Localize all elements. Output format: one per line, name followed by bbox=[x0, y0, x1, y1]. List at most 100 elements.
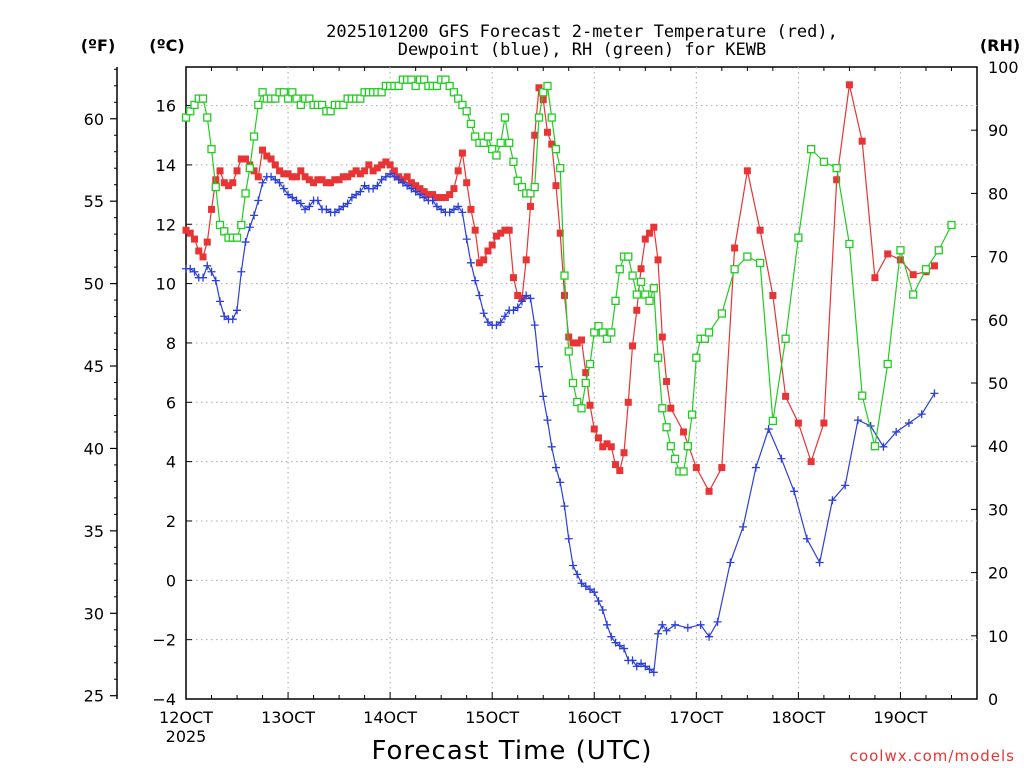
celsius-tick-label: 8 bbox=[166, 334, 176, 353]
rh-point bbox=[505, 138, 514, 147]
temperature-point bbox=[390, 167, 398, 175]
temperature-point bbox=[930, 262, 938, 270]
x-tick-label: 12OCT bbox=[159, 708, 213, 727]
temperature-point bbox=[743, 167, 751, 175]
dewpoint-point bbox=[802, 534, 811, 543]
temperature-point bbox=[318, 176, 326, 184]
credit-label[interactable]: coolwx.com/models bbox=[850, 747, 1015, 765]
dewpoint-point bbox=[637, 659, 646, 668]
rh-point bbox=[628, 271, 637, 280]
rh-point bbox=[858, 391, 867, 400]
rh-point bbox=[190, 100, 199, 110]
temperature-point bbox=[522, 256, 530, 264]
rh-point bbox=[755, 258, 765, 268]
dewpoint-point bbox=[645, 665, 654, 674]
rh-point bbox=[819, 157, 829, 166]
rh-point bbox=[547, 113, 556, 122]
rh-point bbox=[692, 353, 701, 362]
dewpoint-point bbox=[377, 175, 386, 184]
temperature-point bbox=[216, 167, 224, 175]
temperature-point bbox=[769, 291, 777, 299]
temperature-point bbox=[539, 96, 547, 104]
dewpoint-point bbox=[815, 558, 824, 567]
temperature-point bbox=[310, 179, 318, 187]
temperature-point bbox=[463, 179, 471, 187]
temperature-point bbox=[467, 205, 475, 213]
rh-point bbox=[479, 138, 488, 147]
rh-point bbox=[543, 81, 552, 91]
rh-point bbox=[636, 277, 646, 287]
celsius-tick-label: 2 bbox=[166, 512, 176, 531]
rh-point bbox=[432, 81, 442, 91]
dewpoint-point bbox=[313, 196, 322, 205]
temperature-point bbox=[526, 202, 534, 210]
rh-point bbox=[598, 328, 607, 337]
temperature-point bbox=[552, 182, 560, 190]
rh-point bbox=[356, 94, 365, 103]
dewpoint-point bbox=[534, 362, 543, 371]
dewpoint-point bbox=[386, 169, 395, 178]
temperature-point bbox=[352, 167, 360, 175]
rh-point bbox=[832, 163, 841, 173]
rh-point bbox=[615, 265, 624, 274]
rh-tick-label: 40 bbox=[988, 437, 1008, 456]
celsius-tick-label: 16 bbox=[156, 97, 176, 116]
dewpoint-point bbox=[611, 638, 620, 647]
temperature-point bbox=[242, 155, 250, 163]
temperature-point bbox=[293, 173, 301, 181]
rh-point bbox=[483, 132, 493, 141]
dewpoint-point bbox=[415, 190, 424, 199]
x-tick-label: 15OCT bbox=[465, 708, 519, 727]
temperature-point bbox=[590, 425, 598, 433]
dewpoint-point bbox=[216, 297, 225, 306]
celsius-unit-label: (ºC) bbox=[149, 36, 184, 55]
rh-point bbox=[492, 151, 501, 160]
rh-point bbox=[590, 328, 599, 337]
rh-point bbox=[666, 442, 675, 451]
rh-point bbox=[198, 94, 208, 103]
rh-point bbox=[743, 252, 752, 261]
temperature-point bbox=[573, 339, 581, 347]
x-axis-title: Forecast Time (UTC) bbox=[371, 736, 652, 766]
temperature-point bbox=[212, 176, 220, 184]
rh-point bbox=[602, 334, 612, 343]
dewpoint-point bbox=[454, 202, 463, 211]
temperature-point bbox=[501, 226, 509, 234]
temperature-point bbox=[446, 191, 454, 199]
dewpoint-point bbox=[199, 273, 208, 282]
temperature-point bbox=[637, 265, 645, 273]
rh-point bbox=[249, 132, 259, 141]
dewpoint-point bbox=[539, 392, 548, 401]
rh-point bbox=[539, 88, 548, 97]
dewpoint-point bbox=[403, 181, 412, 190]
dewpoint-point bbox=[390, 172, 399, 181]
temperature-point bbox=[718, 464, 726, 472]
temperature-point bbox=[556, 229, 564, 237]
fahrenheit-tick-label: 25 bbox=[84, 687, 104, 706]
fahrenheit-tick-label: 60 bbox=[84, 110, 104, 129]
dewpoint-point bbox=[369, 184, 378, 193]
dewpoint-point bbox=[662, 626, 671, 635]
rh-point bbox=[220, 227, 229, 236]
temperature-point bbox=[403, 173, 411, 181]
chart-title-line2: Dewpoint (blue), RH (green) for KEWB bbox=[398, 40, 766, 60]
rh-tick-label: 20 bbox=[988, 564, 1008, 583]
dewpoint-point bbox=[245, 223, 254, 232]
temperature-point bbox=[356, 170, 364, 178]
dewpoint-point bbox=[853, 416, 862, 425]
rh-point bbox=[556, 163, 565, 173]
dewpoint-point bbox=[522, 291, 531, 300]
temperature-point bbox=[344, 173, 352, 181]
fahrenheit-tick-label: 45 bbox=[84, 357, 104, 376]
dewpoint-point bbox=[275, 178, 284, 187]
temperature-point bbox=[794, 419, 802, 427]
dewpoint-point bbox=[428, 196, 437, 205]
temperature-point bbox=[654, 256, 662, 264]
fahrenheit-axis: 25 30 35 40 45 50 55 60 bbox=[84, 67, 118, 706]
rh-tick-label: 50 bbox=[988, 374, 1008, 393]
temperature-point bbox=[782, 392, 790, 400]
dewpoint-point bbox=[594, 597, 603, 606]
dewpoint-point bbox=[683, 623, 692, 632]
rh-point bbox=[500, 113, 510, 122]
